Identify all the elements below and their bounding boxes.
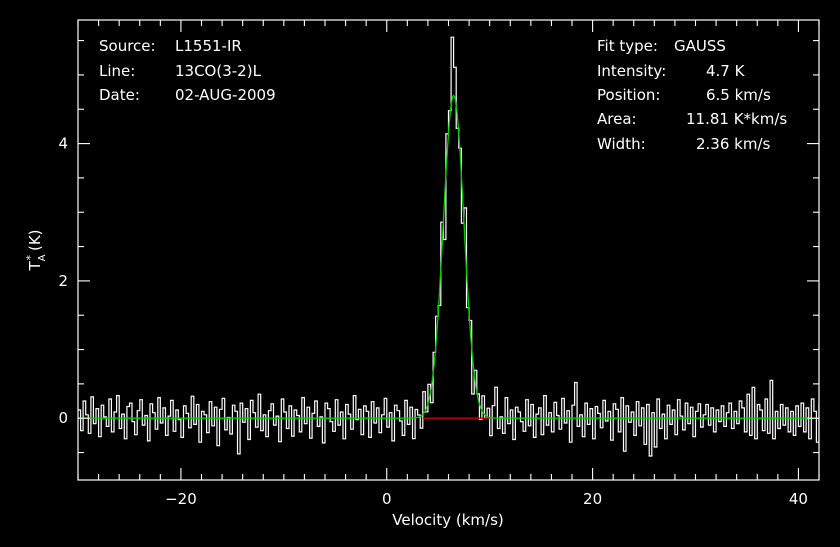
fit-type-label: Fit type:	[597, 37, 658, 55]
header-info-left: Source: L1551-IR Line: 13CO(3-2)L Date: …	[99, 37, 276, 104]
source-value: L1551-IR	[175, 37, 242, 55]
fit-type-value: GAUSS	[674, 37, 726, 55]
y-axis-label-superscript: *	[24, 255, 37, 261]
axis-ticks	[77, 20, 820, 480]
spectrum-series-line	[78, 36, 819, 457]
date-value: 02-AUG-2009	[175, 86, 276, 104]
axis-tick-labels: −20 0 20 40 0 2 4	[58, 135, 808, 508]
area-label: Area:	[597, 110, 637, 128]
source-label: Source:	[99, 37, 156, 55]
position-label: Position:	[597, 86, 660, 104]
width-value: 2.36 km/s	[696, 135, 771, 153]
gaussian-fit-line	[78, 94, 819, 419]
x-tick-label: −20	[165, 490, 197, 508]
y-axis-label-unit: (K)	[26, 229, 44, 251]
fit-info-panel: Fit type: GAUSS Intensity: 4.7 K Positio…	[597, 37, 787, 153]
x-tick-label: 0	[382, 490, 392, 508]
y-axis-label-symbol: T	[26, 261, 44, 272]
y-axis-label: TA* (K)	[24, 229, 48, 271]
position-value: 6.5 km/s	[706, 86, 771, 104]
x-tick-label: 40	[789, 490, 808, 508]
x-axis-label: Velocity (km/s)	[392, 511, 503, 529]
y-axis-label-subscript: A	[37, 254, 48, 261]
x-tick-label: 20	[583, 490, 602, 508]
area-value: 11.81 K*km/s	[686, 110, 787, 128]
y-tick-label: 0	[58, 409, 68, 427]
intensity-value: 4.7 K	[706, 62, 746, 80]
line-label: Line:	[99, 62, 135, 80]
y-tick-label: 4	[58, 135, 68, 153]
plot-area	[78, 36, 819, 457]
intensity-label: Intensity:	[597, 62, 666, 80]
y-tick-label: 2	[58, 272, 68, 290]
line-value: 13CO(3-2)L	[175, 62, 262, 80]
width-label: Width:	[597, 135, 646, 153]
date-label: Date:	[99, 86, 140, 104]
